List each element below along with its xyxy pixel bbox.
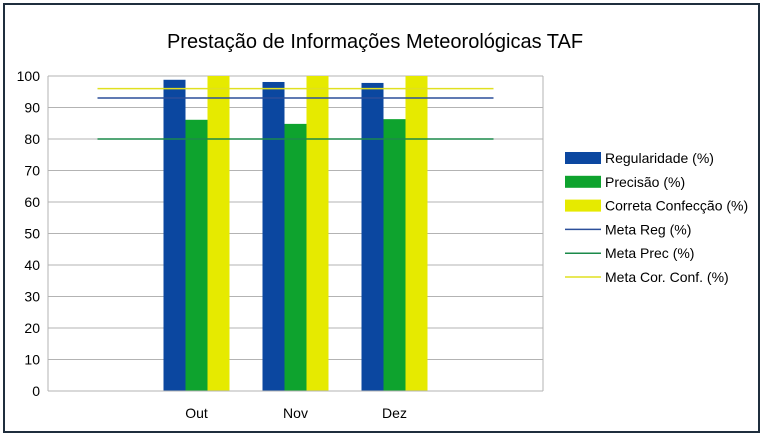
y-tick-label: 30 xyxy=(24,289,40,305)
y-tick-label: 50 xyxy=(24,226,40,242)
bar xyxy=(405,76,428,391)
bar xyxy=(262,81,285,392)
bar xyxy=(207,76,230,391)
legend-swatch xyxy=(565,199,601,212)
bar xyxy=(284,123,307,391)
y-tick-label: 20 xyxy=(24,320,40,336)
bar xyxy=(383,119,406,391)
x-tick-label: Out xyxy=(185,405,208,421)
y-tick-label: 100 xyxy=(17,68,41,84)
bar xyxy=(163,79,186,391)
legend-label: Meta Cor. Conf. (%) xyxy=(605,269,729,285)
legend-label: Meta Prec (%) xyxy=(605,245,694,261)
y-tick-label: 70 xyxy=(24,163,40,179)
x-tick-label: Dez xyxy=(382,405,407,421)
legend-label: Precisão (%) xyxy=(605,174,685,190)
legend-label: Correta Confecção (%) xyxy=(605,198,748,214)
y-tick-label: 0 xyxy=(32,383,40,399)
legend-label: Meta Reg (%) xyxy=(605,221,691,237)
bar xyxy=(185,119,208,391)
y-tick-label: 60 xyxy=(24,194,40,210)
chart-title: Prestação de Informações Meteorológicas … xyxy=(167,31,583,53)
legend-label: Regularidade (%) xyxy=(605,150,714,166)
bar xyxy=(361,82,384,392)
x-tick-label: Nov xyxy=(283,405,308,421)
y-tick-label: 40 xyxy=(24,257,40,273)
bar xyxy=(306,76,329,391)
y-tick-label: 10 xyxy=(24,352,40,368)
y-tick-label: 80 xyxy=(24,131,40,147)
y-tick-label: 90 xyxy=(24,100,40,116)
legend-swatch xyxy=(565,152,601,164)
legend-swatch xyxy=(565,175,601,188)
